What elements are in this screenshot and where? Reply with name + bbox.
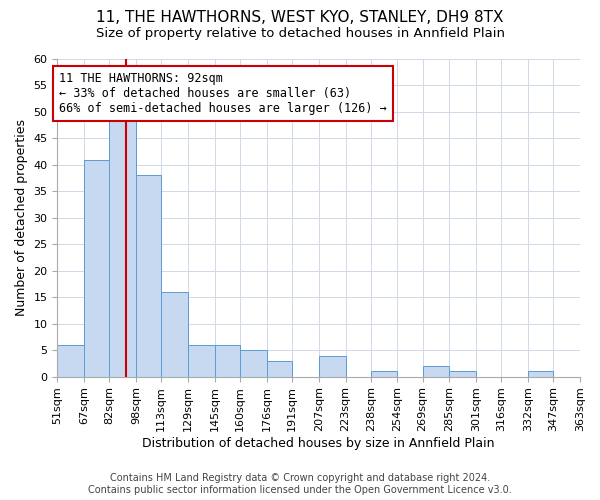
Bar bbox=[449, 372, 476, 376]
Bar bbox=[161, 292, 188, 376]
Bar bbox=[528, 372, 553, 376]
Text: 11, THE HAWTHORNS, WEST KYO, STANLEY, DH9 8TX: 11, THE HAWTHORNS, WEST KYO, STANLEY, DH… bbox=[96, 10, 504, 25]
Y-axis label: Number of detached properties: Number of detached properties bbox=[15, 120, 28, 316]
Bar bbox=[422, 366, 449, 376]
Bar bbox=[267, 361, 292, 376]
Text: Contains HM Land Registry data © Crown copyright and database right 2024.
Contai: Contains HM Land Registry data © Crown c… bbox=[88, 474, 512, 495]
Bar bbox=[188, 345, 215, 376]
Bar bbox=[84, 160, 109, 376]
Bar bbox=[136, 176, 161, 376]
Bar bbox=[371, 372, 397, 376]
Bar bbox=[240, 350, 267, 376]
Bar bbox=[58, 345, 84, 376]
Bar bbox=[109, 112, 136, 376]
Text: Size of property relative to detached houses in Annfield Plain: Size of property relative to detached ho… bbox=[95, 28, 505, 40]
Text: 11 THE HAWTHORNS: 92sqm
← 33% of detached houses are smaller (63)
66% of semi-de: 11 THE HAWTHORNS: 92sqm ← 33% of detache… bbox=[59, 72, 387, 115]
Bar bbox=[215, 345, 240, 376]
X-axis label: Distribution of detached houses by size in Annfield Plain: Distribution of detached houses by size … bbox=[142, 437, 495, 450]
Bar bbox=[319, 356, 346, 376]
